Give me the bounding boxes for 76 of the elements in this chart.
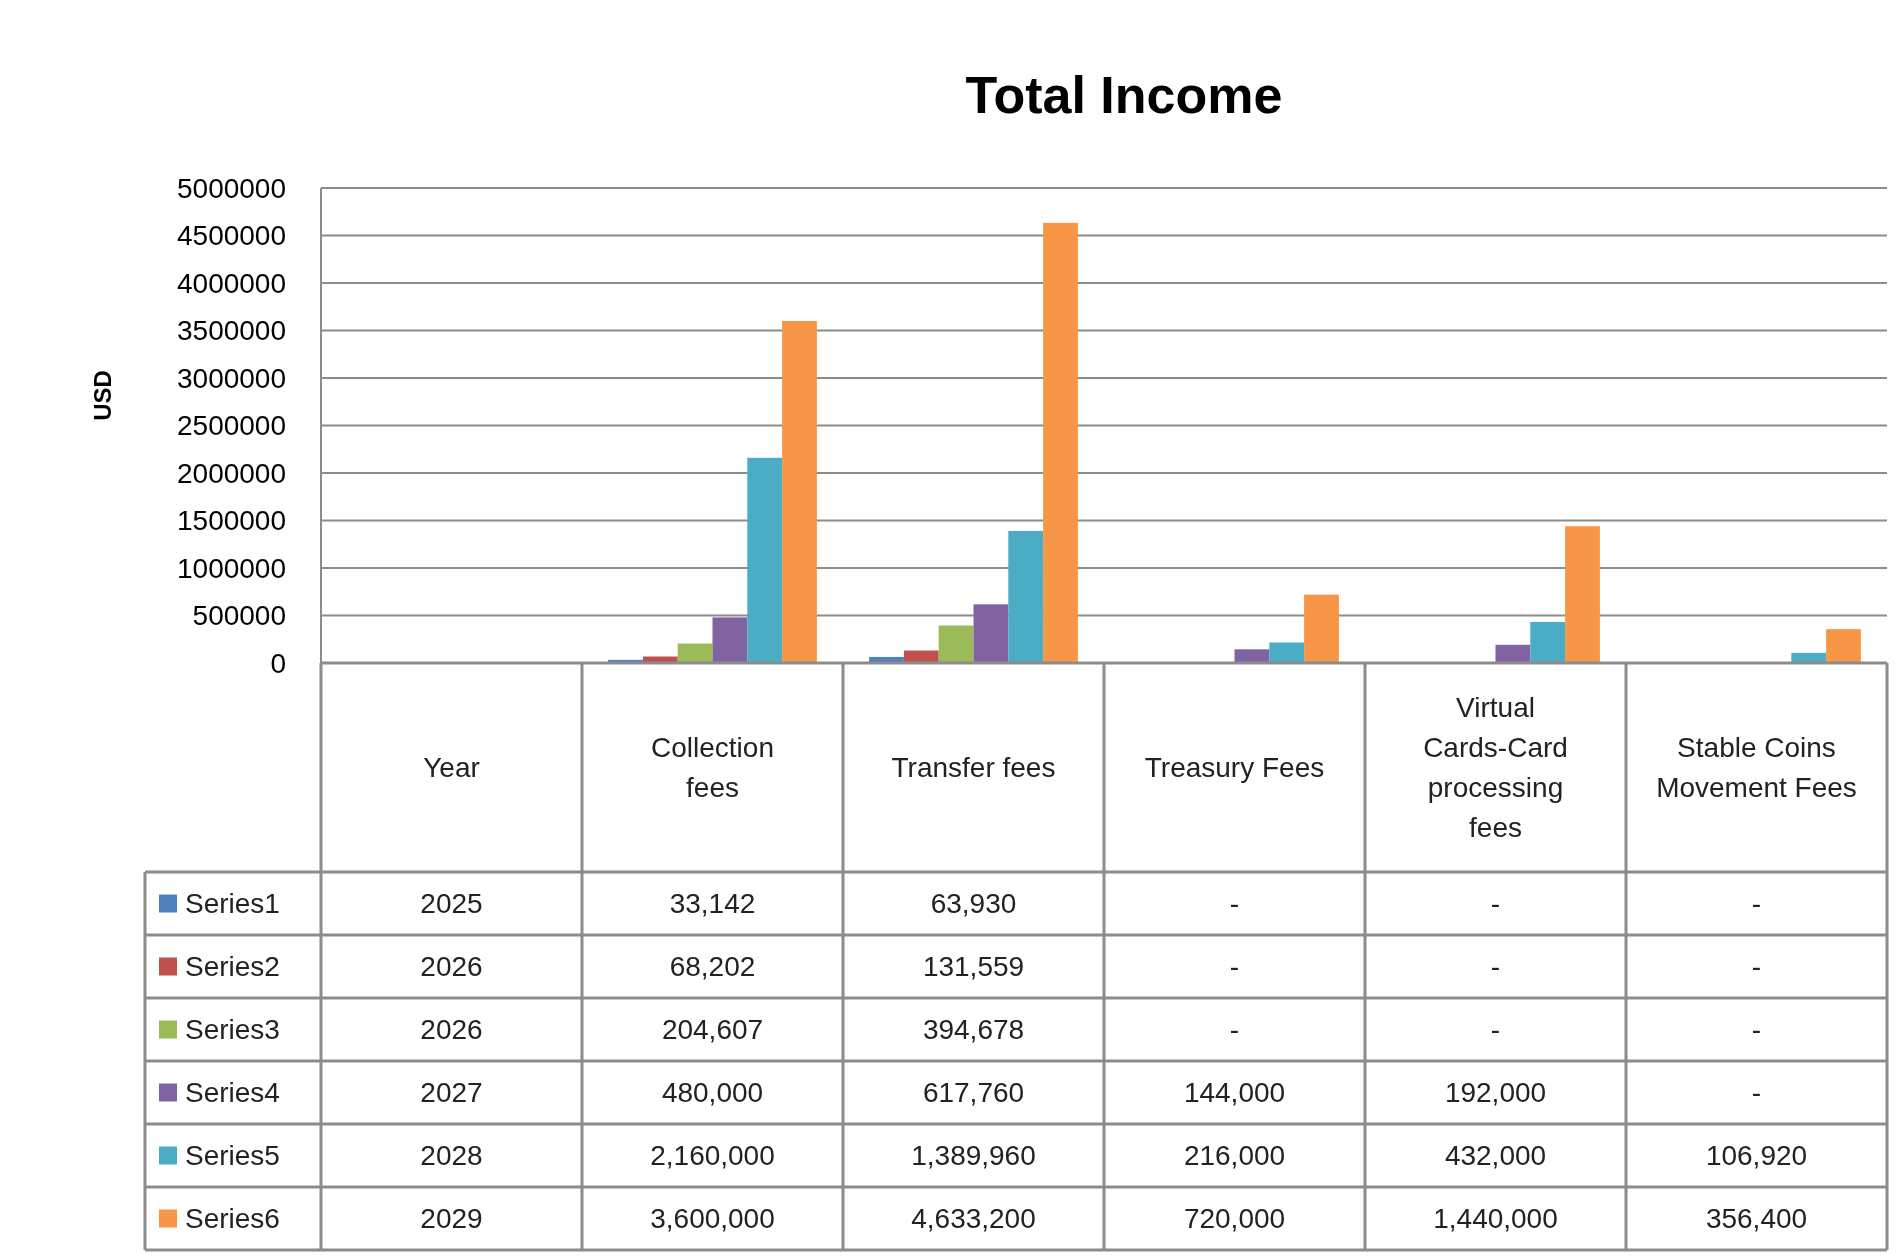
data-label: 68,202 (669, 951, 756, 983)
bar (747, 457, 783, 663)
legend-label: Series4 (185, 1077, 280, 1109)
text: - (1751, 951, 1762, 983)
y-tick-label: 4000000 (176, 267, 286, 299)
legend-label: Series6 (185, 1203, 280, 1235)
x-tick-label: Year (423, 752, 480, 784)
text: - (1751, 1077, 1762, 1109)
x-tick-label: Virtual Cards-Card processing fees (1423, 692, 1568, 844)
text: - (1490, 951, 1501, 983)
data-label: 192,000 (1444, 1077, 1547, 1109)
bar (1269, 642, 1305, 663)
data-label: 63,930 (930, 888, 1017, 920)
bar (782, 321, 817, 663)
data-label: 33,142 (669, 888, 756, 920)
data-label: 204,607 (661, 1014, 764, 1046)
data-label: 2027 (420, 1077, 483, 1109)
x-tick-label: Treasury Fees (1144, 752, 1325, 784)
y-axis-title: USD (89, 370, 116, 421)
data-label: 2025 (420, 888, 483, 920)
text: - (1229, 951, 1240, 983)
y-tick-label: 1000000 (176, 552, 286, 584)
y-tick-label: 2000000 (176, 457, 286, 489)
bar (1826, 629, 1861, 663)
data-label: 131,559 (922, 951, 1025, 983)
data-label: 356,400 (1705, 1203, 1808, 1235)
bar (1530, 621, 1566, 663)
data-label: 2026 (420, 1014, 483, 1046)
data-label: 480,000 (661, 1077, 764, 1109)
data-label: 106,920 (1705, 1140, 1808, 1172)
data-label: 2,160,000 (650, 1140, 775, 1172)
legend-label: Series3 (185, 1014, 280, 1046)
data-label: 2026 (420, 951, 483, 983)
x-tick-label: Collection fees (651, 732, 774, 804)
y-tick-label: 0 (270, 647, 286, 679)
data-label: 3,600,000 (650, 1203, 775, 1235)
bar (712, 617, 748, 663)
bar (1304, 594, 1339, 663)
text: - (1229, 888, 1240, 920)
x-tick-label: Stable Coins Movement Fees (1656, 732, 1857, 804)
legend-label: Series5 (185, 1140, 280, 1172)
bar (677, 643, 713, 663)
text: - (1751, 1014, 1762, 1046)
y-tick-label: 1500000 (176, 505, 286, 537)
text: - (1751, 888, 1762, 920)
bar (1565, 526, 1600, 663)
data-label: 4,633,200 (911, 1203, 1036, 1235)
data-label: 394,678 (922, 1014, 1025, 1046)
bar (1234, 649, 1270, 663)
data-label: 2029 (420, 1203, 483, 1235)
data-label: 1,389,960 (911, 1140, 1036, 1172)
y-tick-label: 3000000 (176, 362, 286, 394)
legend-label: Series2 (185, 951, 280, 983)
y-tick-label: 2500000 (176, 410, 286, 442)
data-label: 1,440,000 (1433, 1203, 1558, 1235)
text: - (1490, 888, 1501, 920)
y-tick-label: 4500000 (176, 220, 286, 252)
y-tick-label: 5000000 (176, 172, 286, 204)
y-tick-label: 500000 (192, 600, 286, 632)
data-label: 2028 (420, 1140, 483, 1172)
data-label: 216,000 (1183, 1140, 1286, 1172)
bar (973, 604, 1009, 663)
bar (1495, 644, 1531, 663)
text: - (1229, 1014, 1240, 1046)
bar (1043, 222, 1078, 663)
data-label: 144,000 (1183, 1077, 1286, 1109)
y-tick-label: 3500000 (176, 315, 286, 347)
data-label: 617,760 (922, 1077, 1025, 1109)
text: - (1490, 1014, 1501, 1046)
data-label: 432,000 (1444, 1140, 1547, 1172)
chart-title: Total Income (965, 66, 1283, 124)
bar (938, 625, 974, 663)
bar (1008, 530, 1044, 663)
data-label: 720,000 (1183, 1203, 1286, 1235)
x-tick-label: Transfer fees (891, 752, 1056, 784)
legend-label: Series1 (185, 888, 280, 920)
